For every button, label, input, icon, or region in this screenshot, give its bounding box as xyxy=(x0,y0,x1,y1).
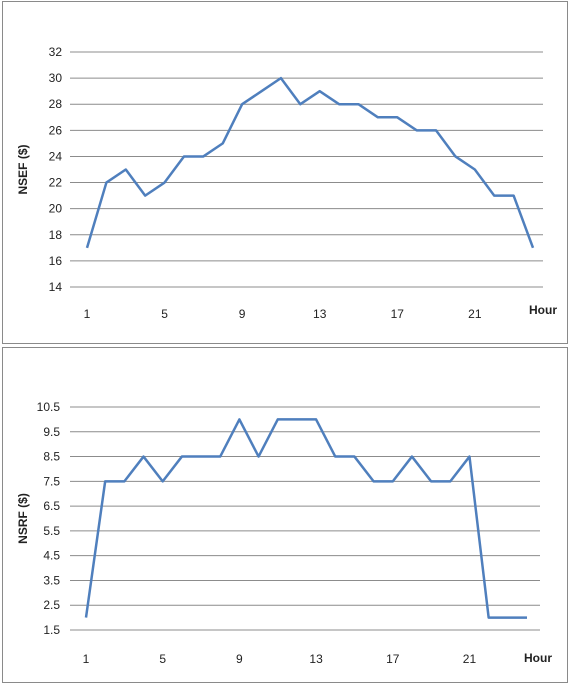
y-tick-label: 32 xyxy=(49,45,63,59)
y-tick-label: 7.5 xyxy=(43,474,60,488)
y-tick-label: 10.5 xyxy=(37,400,61,414)
nsef-line-chart: 14 16 18 20 22 24 26 28 30 32 1 5 9 13 17 21 Hour NSEF ($… xyxy=(16,45,557,321)
y-tick-label: 2.5 xyxy=(43,598,60,612)
y-tick-label: 26 xyxy=(49,123,63,137)
y-tick-label: 28 xyxy=(49,97,63,111)
nsrf-line-chart: 1.5 2.5 3.5 4.5 5.5 6.5 7.5 8.5 9.5 10.5 1 5 9 13 17 21… xyxy=(16,400,552,666)
x-tick-label: 5 xyxy=(161,307,168,321)
y-axis-label: NSEF ($) xyxy=(16,144,30,194)
x-tick-label: 9 xyxy=(239,307,246,321)
chart-nsrf-panel: 1.5 2.5 3.5 4.5 5.5 6.5 7.5 8.5 9.5 10.5 1 5 9 13 17 21… xyxy=(2,347,568,683)
y-tick-label: 3.5 xyxy=(43,573,60,587)
x-axis-label: Hour xyxy=(529,303,557,317)
y-tick-label: 4.5 xyxy=(43,549,60,563)
x-tick-label: 9 xyxy=(236,652,243,666)
y-tick-label: 8.5 xyxy=(43,450,60,464)
y-tick-label: 14 xyxy=(49,280,63,294)
x-axis-label: Hour xyxy=(524,651,552,665)
x-tick-label: 13 xyxy=(313,307,327,321)
y-tick-label: 30 xyxy=(49,71,63,85)
y-tick-label: 9.5 xyxy=(43,425,60,439)
y-tick-label: 22 xyxy=(49,176,63,190)
y-tick-label: 6.5 xyxy=(43,499,60,513)
series-line-0 xyxy=(85,76,535,249)
x-tick-label: 5 xyxy=(159,652,166,666)
y-tick-label: 24 xyxy=(49,149,63,163)
y-tick-label: 20 xyxy=(49,202,63,216)
y-tick-label: 16 xyxy=(49,254,63,268)
y-axis-label: NSRF ($) xyxy=(16,493,30,544)
x-tick-label: 1 xyxy=(84,307,91,321)
x-tick-label: 21 xyxy=(468,307,482,321)
x-tick-label: 17 xyxy=(391,307,405,321)
y-tick-label: 18 xyxy=(49,228,63,242)
chart-nsef-panel: 14 16 18 20 22 24 26 28 30 32 1 5 9 13 17 21 Hour NSEF ($… xyxy=(2,1,568,344)
series-line-0 xyxy=(84,418,527,619)
x-tick-label: 1 xyxy=(83,652,90,666)
x-tick-label: 13 xyxy=(309,652,323,666)
y-tick-label: 5.5 xyxy=(43,524,60,538)
y-tick-label: 1.5 xyxy=(43,623,60,637)
x-tick-label: 17 xyxy=(386,652,400,666)
x-tick-label: 21 xyxy=(463,652,477,666)
